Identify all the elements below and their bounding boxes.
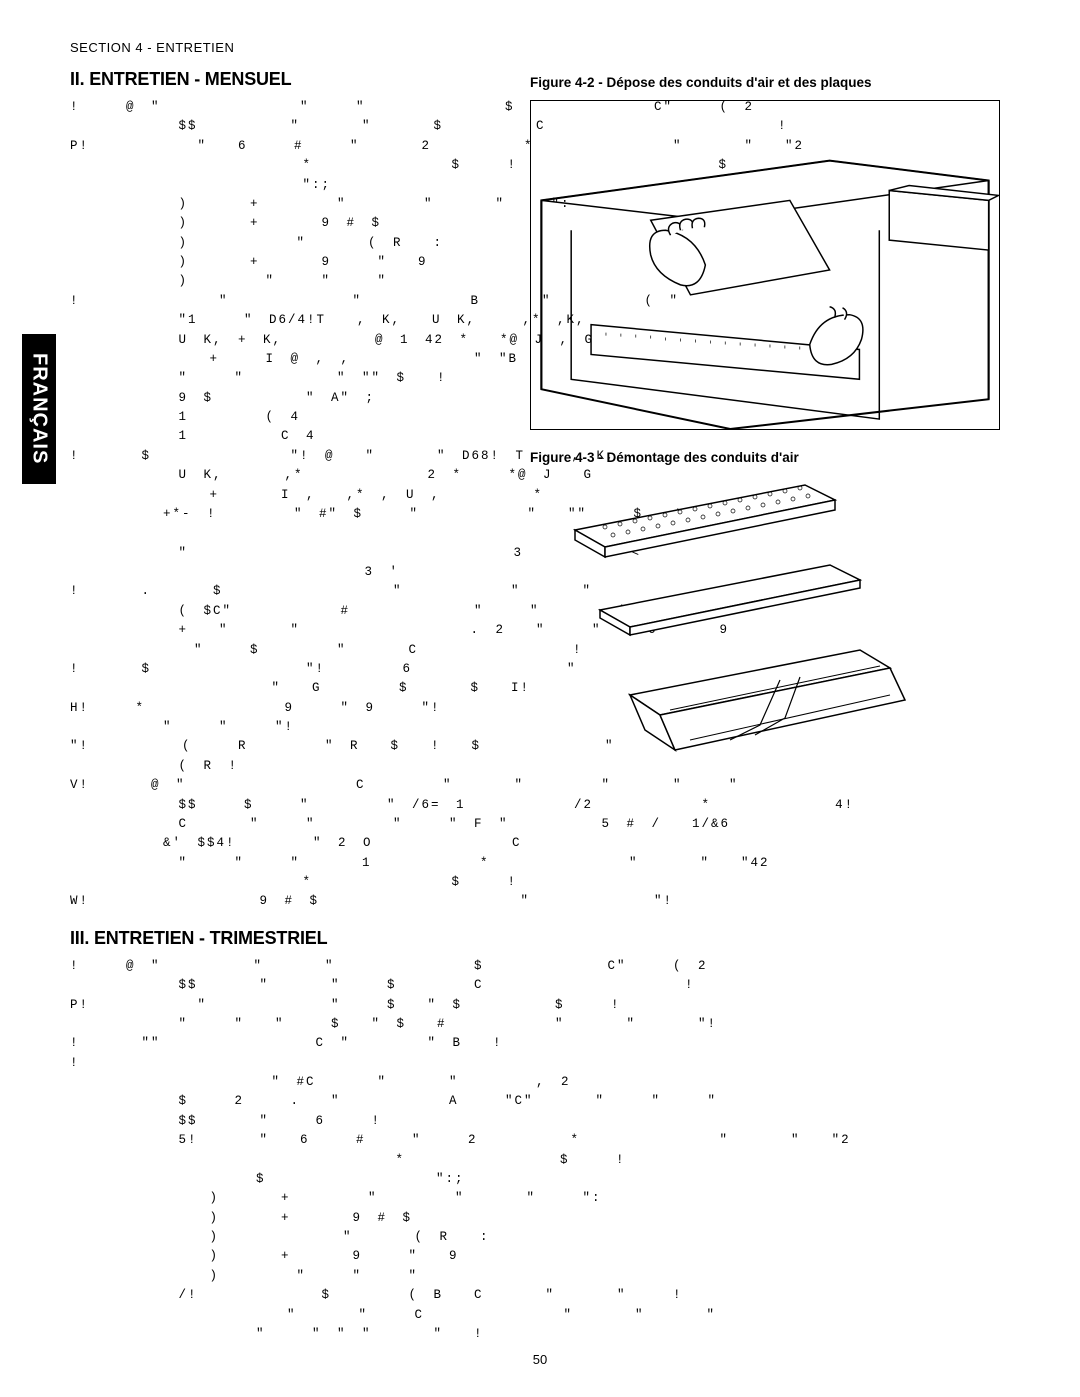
- section-3-title: III. ENTRETIEN - TRIMESTRIEL: [70, 928, 500, 949]
- language-tab: FRANÇAIS: [22, 334, 56, 484]
- figure-4-3: [530, 475, 1000, 775]
- section-3-body: ! @ " " " $ C" ( 2 $$ " " $ C ! P! " " $…: [70, 957, 500, 1345]
- section-2-title: II. ENTRETIEN - MENSUEL: [70, 69, 500, 90]
- page-number: 50: [533, 1352, 547, 1367]
- figure-4-2-svg: [531, 101, 999, 429]
- language-tab-label: FRANÇAIS: [28, 353, 51, 464]
- page-header: SECTION 4 - ENTRETIEN: [70, 40, 1010, 55]
- two-column-layout: FRANÇAIS II. ENTRETIEN - MENSUEL ! @ " "…: [70, 69, 1010, 1344]
- figure-4-2-caption: Figure 4-2 - Dépose des conduits d'air e…: [530, 75, 1000, 90]
- left-column: FRANÇAIS II. ENTRETIEN - MENSUEL ! @ " "…: [70, 69, 500, 1344]
- section-2-body: ! @ " " " $ C" ( 2 $$ " " $ C ! P! " 6 #…: [70, 98, 500, 912]
- figure-4-3-svg: [530, 475, 1000, 775]
- figure-4-2: [530, 100, 1000, 430]
